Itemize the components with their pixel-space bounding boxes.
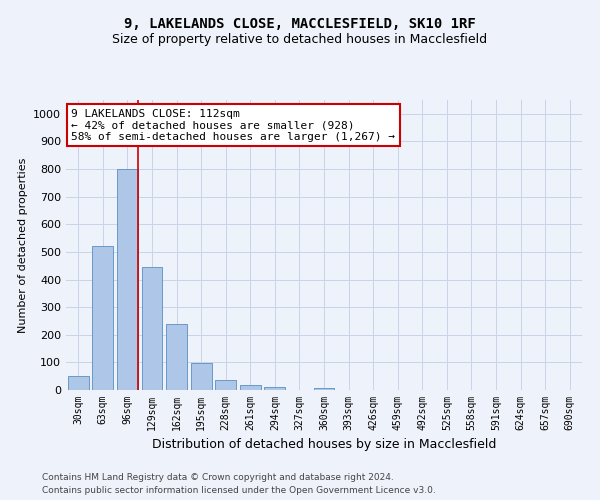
- Bar: [92, 246, 113, 390]
- Text: Contains HM Land Registry data © Crown copyright and database right 2024.: Contains HM Land Registry data © Crown c…: [42, 474, 394, 482]
- Text: Size of property relative to detached houses in Macclesfield: Size of property relative to detached ho…: [112, 32, 488, 46]
- Bar: [314, 388, 334, 390]
- Text: 9 LAKELANDS CLOSE: 112sqm
← 42% of detached houses are smaller (928)
58% of semi: 9 LAKELANDS CLOSE: 112sqm ← 42% of detac…: [71, 108, 395, 142]
- Bar: [142, 267, 163, 390]
- Bar: [240, 385, 261, 390]
- Text: 9, LAKELANDS CLOSE, MACCLESFIELD, SK10 1RF: 9, LAKELANDS CLOSE, MACCLESFIELD, SK10 1…: [124, 18, 476, 32]
- Bar: [117, 169, 138, 390]
- Bar: [265, 387, 286, 390]
- Bar: [215, 380, 236, 390]
- Y-axis label: Number of detached properties: Number of detached properties: [17, 158, 28, 332]
- Bar: [191, 363, 212, 390]
- Text: Contains public sector information licensed under the Open Government Licence v3: Contains public sector information licen…: [42, 486, 436, 495]
- Bar: [166, 324, 187, 390]
- X-axis label: Distribution of detached houses by size in Macclesfield: Distribution of detached houses by size …: [152, 438, 496, 452]
- Bar: [68, 376, 89, 390]
